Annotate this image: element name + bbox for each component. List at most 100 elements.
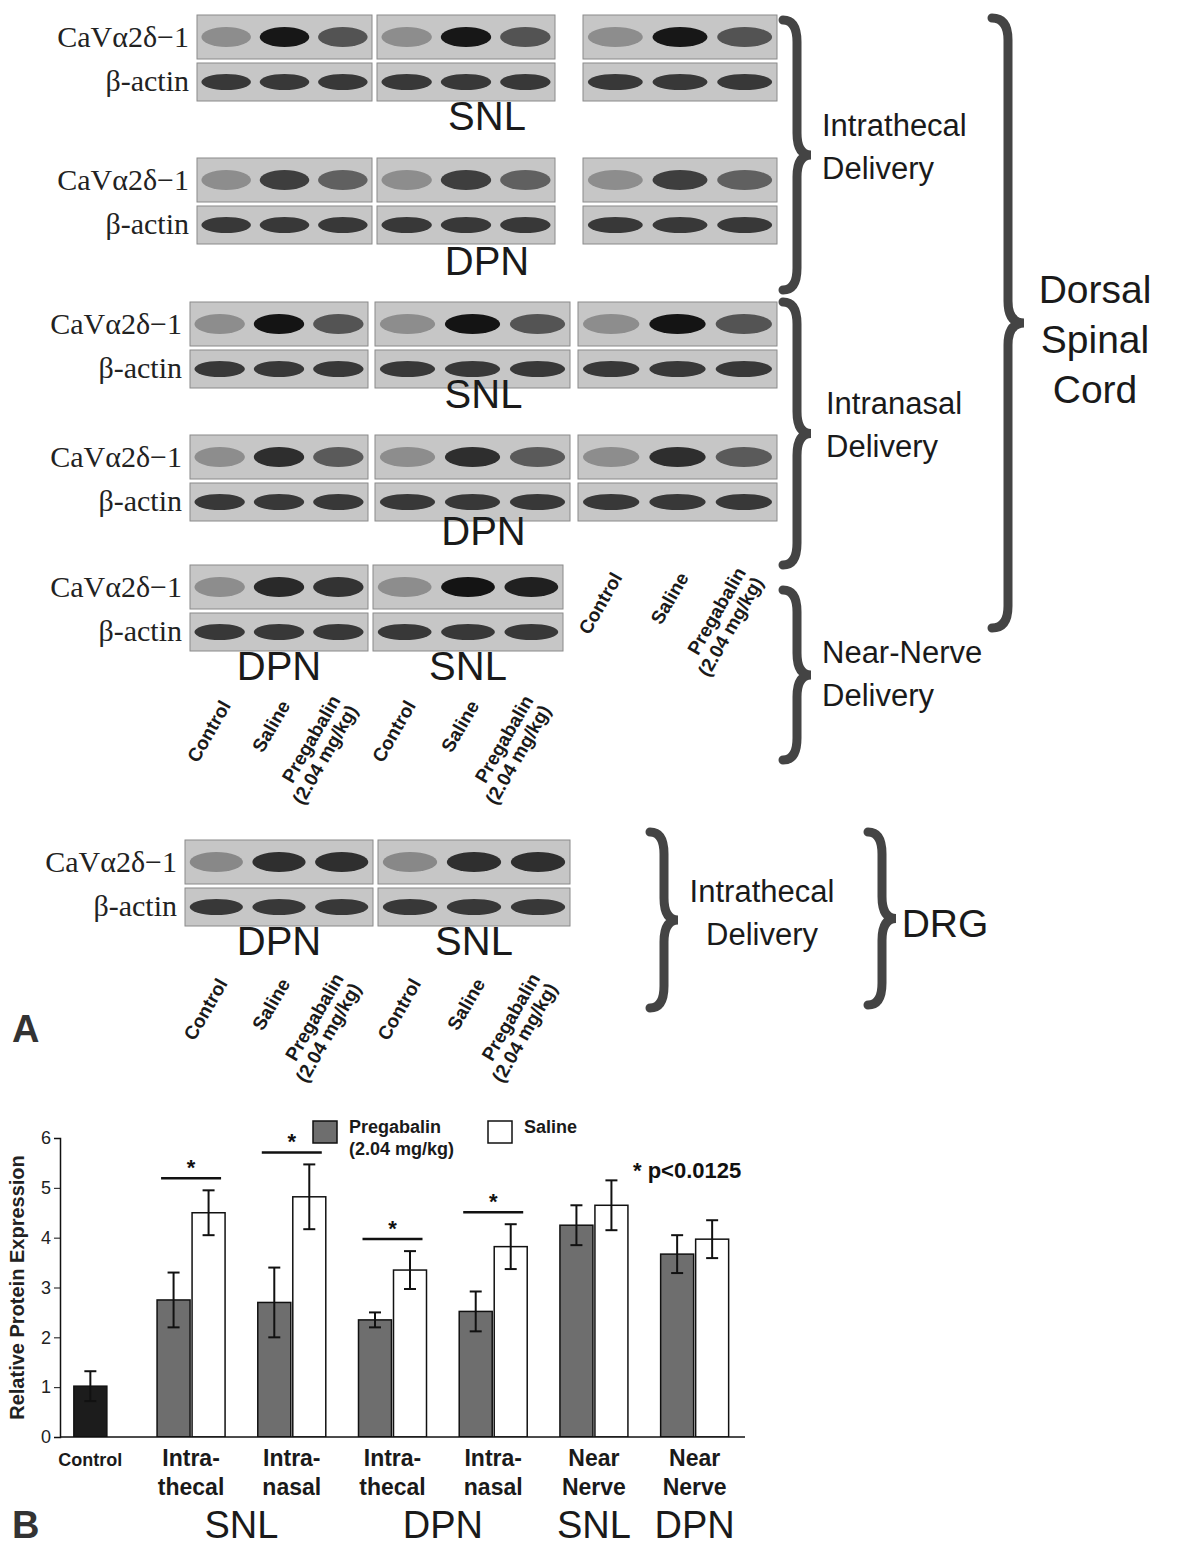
error-bar-cap [303,1228,315,1230]
protein-band [441,170,491,190]
loading-label: β-actin [105,207,189,240]
blot [578,302,777,388]
label-line: Intra- [162,1445,220,1471]
label-line: Intranasal [826,386,962,421]
actin-band [318,217,368,233]
y-tick: 0 [41,1427,60,1447]
error-bar [671,1235,683,1273]
lane-label-group: Pregabalin(2.04 mg/kg) [471,970,562,1086]
brace [783,590,811,760]
actin-band [441,624,495,640]
blot [377,15,555,101]
error-bar [404,1251,416,1289]
protein-band [441,27,491,47]
blot-row: CaVα2δ−1β-actinDPN [50,435,777,553]
protein-band [500,170,550,190]
blot [197,15,372,101]
blot [190,565,368,651]
blot-membrane [578,435,777,479]
bar [494,1247,527,1437]
blot-row: CaVα2δ−1β-actinSNL [50,302,777,416]
error-bar [369,1312,381,1327]
protein-band [510,314,565,334]
protein-band [254,314,304,334]
protein-band [260,170,310,190]
model-label: SNL [445,372,523,416]
label-line: (2.04 mg/kg) [694,574,768,681]
actin-band [194,494,244,510]
label-line: Intra- [464,1445,522,1471]
actin-band [380,494,435,510]
blot [185,840,373,926]
significance-star: * [187,1155,196,1180]
error-bar-stem [575,1205,577,1245]
model-label: DPN [237,919,321,963]
model-label: DPN [445,239,529,283]
lane-label-group: Saline [248,697,294,756]
bar [293,1197,326,1437]
protein-band [194,447,244,467]
protein-label: CaVα2δ−1 [57,20,189,53]
lane-label: Saline [647,569,693,628]
protein-band [313,314,363,334]
label-line: DRG [902,902,989,945]
error-bar-stem [173,1273,175,1328]
x-axis-line [60,1436,745,1438]
label-line: (2.04 mg/kg) [488,980,562,1087]
actin-band [445,494,500,510]
actin-band [649,361,705,377]
lane-label: Saline [248,697,294,756]
figure-svg: CaVα2δ−1β-actinSNLCaVα2δ−1β-actinDPNCaVα… [0,0,1200,1553]
x-tick-label: NearNerve [562,1445,626,1500]
error-bar-cap [369,1311,381,1313]
actin-band [381,217,431,233]
brace [650,832,678,1008]
lane-label: Pregabalin(2.04 mg/kg) [676,564,767,680]
lane-label-group: Saline [248,975,294,1034]
protein-band [260,27,310,47]
blot-membrane [190,350,368,388]
protein-band [441,577,495,597]
error-bar-stem [374,1312,376,1327]
blot [377,158,555,244]
blot-membrane [583,206,777,244]
route-label: IntranasalDelivery [826,386,962,464]
y-tick-mark [54,1387,60,1388]
y-tick-label: 1 [41,1377,51,1397]
brace [992,18,1024,628]
label-line: Intra- [263,1445,321,1471]
protein-band [252,852,305,872]
y-tick-mark [54,1138,60,1139]
error-bar-cap [570,1244,582,1246]
tissue-label: DRG [902,902,989,945]
lane-label: Pregabalin(2.04 mg/kg) [274,970,365,1086]
actin-band [717,217,772,233]
protein-band [588,27,643,47]
error-bar [470,1291,482,1331]
bar [595,1205,628,1437]
bar [394,1270,427,1437]
actin-band [315,899,368,915]
brace [783,20,811,290]
route-label: Near-NerveDelivery [822,635,982,713]
legend-swatch [313,1121,337,1143]
lane-label-group: Pregabalin(2.04 mg/kg) [274,970,365,1086]
y-axis-line [54,1139,61,1438]
label-line: Delivery [706,917,818,952]
actin-band [500,217,550,233]
label-line: Cord [1053,368,1138,411]
protein-band [313,577,363,597]
label-line: Control [574,569,626,638]
error-bar-cap [671,1234,683,1236]
error-bar-stem [409,1251,411,1289]
x-tick-label: Intra-nasal [464,1445,523,1500]
label-line: thecal [359,1474,425,1500]
blot [373,565,563,651]
x-tick-label: Intra-thecal [359,1445,425,1500]
panel-a: CaVα2δ−1β-actinSNLCaVα2δ−1β-actinDPNCaVα… [12,15,1151,1086]
x-tick-label: Intra-nasal [262,1445,321,1500]
error-bar-cap [203,1189,215,1191]
lane-label: Control [368,697,420,766]
protein-label: CaVα2δ−1 [45,845,177,878]
blot-membrane [378,840,570,884]
